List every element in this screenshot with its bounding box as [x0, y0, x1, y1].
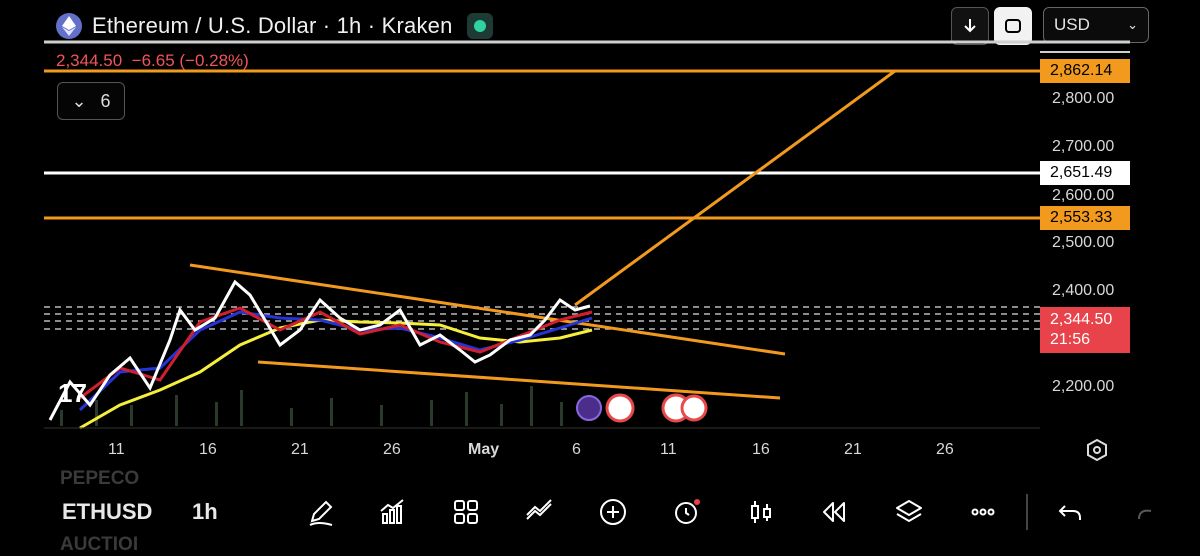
time-tick: 11 — [660, 441, 677, 458]
price-chart[interactable]: 17 — [0, 0, 1200, 470]
candles-button[interactable] — [743, 494, 779, 530]
chart-settings-button[interactable] — [1085, 438, 1109, 467]
ethereum-icon — [56, 13, 82, 39]
event-markers — [576, 393, 708, 423]
symbol-label[interactable]: ETHUSD — [62, 499, 153, 524]
current-price: 2,344.50 — [1050, 311, 1113, 328]
bottom-toolbar — [0, 472, 1200, 554]
undo-button[interactable] — [1052, 494, 1088, 530]
time-tick: 21 — [291, 441, 309, 458]
price-line-white — [48, 279, 591, 421]
chart-type-button[interactable] — [521, 494, 557, 530]
redo-button[interactable] — [1128, 494, 1164, 530]
candles-icon — [751, 501, 771, 523]
price-tag-top-level[interactable]: 2,862.14 — [1040, 59, 1130, 83]
chart-type-icon — [526, 499, 552, 520]
last-price: 2,344.50 — [56, 51, 123, 70]
trendline-upper — [189, 263, 786, 356]
currency-label: USD — [1054, 15, 1090, 34]
time-tick: 21 — [844, 441, 862, 458]
price-tick: 2,400.00 — [1052, 282, 1115, 299]
breakout-projection — [574, 69, 896, 307]
ghost-symbol-above: PEPECO — [60, 468, 140, 489]
layers-icon — [896, 500, 922, 523]
bar-countdown: 21:56 — [1050, 331, 1091, 348]
replay-icon — [823, 502, 845, 522]
price-tag-white-level[interactable]: 2,651.49 — [1040, 161, 1130, 185]
market-status-icon[interactable] — [466, 13, 493, 39]
price-summary: 2,344.50 −6.65 (−0.28%) — [56, 51, 249, 71]
time-tick: 26 — [936, 441, 954, 458]
templates-icon — [454, 500, 478, 524]
time-tick: 16 — [199, 441, 217, 458]
settings-hex-icon — [1087, 438, 1107, 462]
current-price-tag[interactable]: 2,344.50 21:56 — [1040, 307, 1130, 353]
time-tick: 16 — [752, 441, 770, 458]
ghost-symbol-below: AUCTIOI — [60, 534, 139, 555]
more-icon — [971, 508, 995, 516]
indicators-icon — [380, 499, 404, 524]
time-tick: 26 — [383, 441, 401, 458]
time-tick: 11 — [108, 441, 125, 458]
price-tick: 2,600.00 — [1052, 187, 1115, 204]
toolbar-divider — [1026, 494, 1028, 530]
volume-bars — [60, 386, 563, 426]
download-icon — [964, 19, 976, 33]
alert-button[interactable] — [668, 494, 704, 530]
time-tick-month: May — [468, 441, 500, 458]
price-tick: 2,500.00 — [1052, 234, 1115, 251]
add-icon — [600, 499, 626, 525]
redo-icon — [1138, 509, 1152, 520]
symbol-title[interactable]: Ethereum / U.S. Dollar · 1h · Kraken — [92, 13, 453, 38]
templates-button[interactable] — [448, 494, 484, 530]
indicators-button[interactable] — [374, 494, 410, 530]
price-tick: 2,200.00 — [1052, 378, 1115, 395]
chart-header[interactable]: Ethereum / U.S. Dollar · 1h · Kraken — [56, 10, 493, 42]
currency-select[interactable]: USD ⌄ — [1043, 7, 1149, 43]
price-tag-orange-level[interactable]: 2,553.33 — [1040, 206, 1130, 230]
svg-text:17: 17 — [58, 378, 87, 408]
add-button[interactable] — [595, 494, 631, 530]
price-tick: 2,700.00 — [1052, 138, 1115, 155]
fullscreen-icon — [1005, 19, 1021, 33]
fullscreen-button[interactable] — [994, 7, 1032, 45]
alert-icon — [675, 499, 700, 524]
layers-button[interactable] — [891, 494, 927, 530]
indicator-count: 6 — [100, 90, 111, 111]
download-button[interactable] — [951, 7, 989, 45]
chevron-down-icon: ⌄ — [1127, 17, 1138, 32]
more-button[interactable] — [965, 494, 1001, 530]
draw-icon — [309, 500, 333, 526]
draw-tool-button[interactable] — [303, 494, 339, 530]
indicator-legend-toggle[interactable]: ⌄ 6 — [57, 82, 125, 120]
chevron-down-icon: ⌄ — [71, 90, 87, 111]
time-tick: 6 — [572, 441, 581, 458]
trendline-lower — [257, 360, 781, 400]
undo-icon — [1058, 505, 1081, 520]
replay-button[interactable] — [816, 494, 852, 530]
price-tick: 2,800.00 — [1052, 90, 1115, 107]
interval-label[interactable]: 1h — [192, 499, 218, 524]
ma-blue — [78, 310, 593, 412]
price-change: −6.65 (−0.28%) — [131, 51, 249, 70]
